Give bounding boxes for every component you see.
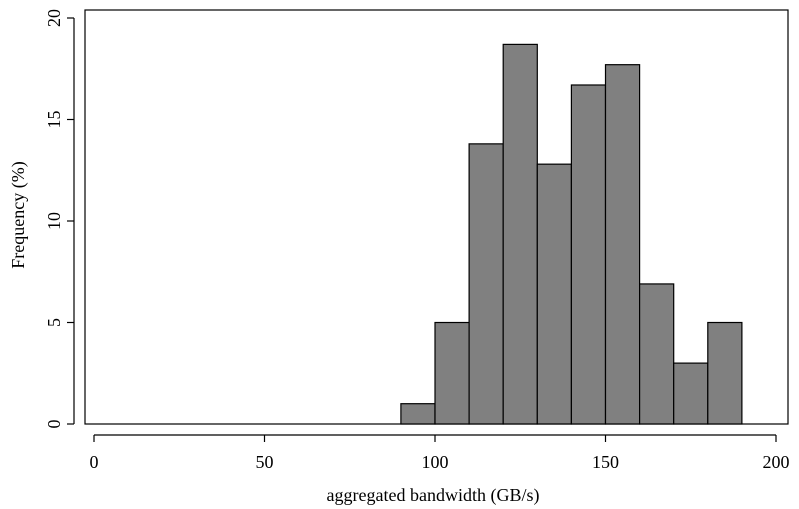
y-axis: 0 5 10 15 20 (44, 9, 75, 429)
histogram-bar-110-120 (468, 143, 504, 425)
x-tick-label-200: 200 (763, 452, 790, 472)
histogram-bar-140-150 (570, 84, 607, 425)
histogram-bar-120-130 (502, 43, 538, 425)
x-tick-label-100: 100 (422, 452, 449, 472)
y-axis-title: Frequency (%) (8, 161, 29, 268)
y-tick-label-20: 20 (44, 9, 64, 27)
x-tick-label-50: 50 (256, 452, 274, 472)
y-tick-label-0: 0 (44, 420, 64, 429)
y-tick-label-5: 5 (44, 318, 64, 327)
histogram-bar-180-190 (707, 321, 743, 425)
histogram-bar-90-100 (400, 403, 436, 425)
y-tick-label-10: 10 (44, 212, 64, 230)
histogram-bar-170-180 (673, 362, 709, 425)
bars-group (400, 43, 743, 425)
histogram-bar-100-110 (434, 321, 470, 425)
x-axis-title: aggregated bandwidth (GB/s) (327, 485, 540, 506)
x-tick-label-150: 150 (592, 452, 619, 472)
histogram-bar-130-140 (536, 163, 572, 425)
histogram-bar-160-170 (638, 283, 675, 425)
histogram-bar-150-160 (604, 64, 641, 425)
y-tick-label-15: 15 (44, 111, 64, 129)
x-axis: 0 50 100 150 200 (90, 434, 790, 472)
x-tick-label-0: 0 (90, 452, 99, 472)
